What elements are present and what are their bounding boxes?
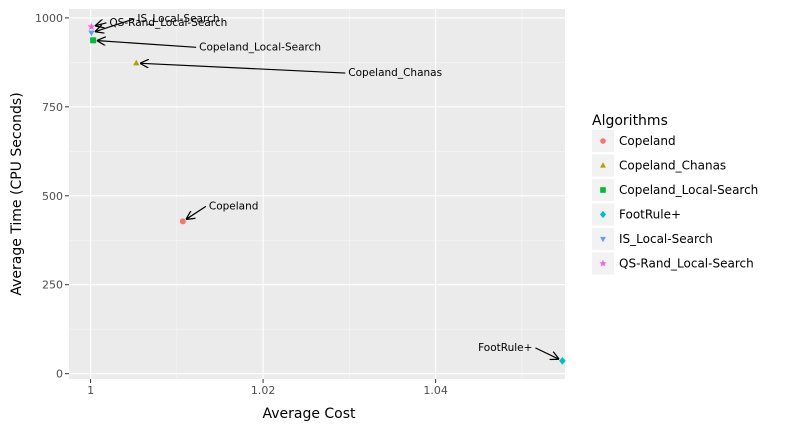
annotation-label-copeland: Copeland [209, 200, 259, 212]
plot-panel [69, 9, 565, 379]
legend-label-footrule: FootRule+ [619, 208, 681, 222]
y-axis: 0 250 500 750 1000 [35, 12, 69, 381]
y-tick-label: 0 [56, 368, 63, 381]
legend-symbol-is-local-search [600, 236, 606, 243]
y-axis-title: Average Time (CPU Seconds) [9, 92, 25, 295]
legend-title: Algorithms [592, 113, 668, 129]
y-tick-label: 1000 [35, 12, 63, 25]
legend-symbol-copeland-local-search [600, 187, 606, 193]
legend-label-qs-rand-local-search: QS-Rand_Local-Search [619, 257, 754, 271]
point-is-local-search [88, 30, 95, 37]
point-qs-rand-local-search [87, 22, 96, 31]
legend: Algorithms Copeland Copeland_Chanas Copela… [592, 113, 758, 275]
legend-label-copeland-local-search: Copeland_Local-Search [619, 183, 758, 197]
x-axis-title: Average Cost [262, 406, 356, 422]
point-footrule [559, 356, 566, 365]
annotation-arrow-footrule [535, 347, 558, 359]
annotations: Copeland Copeland_Chanas Copeland_Local-Se… [96, 13, 559, 359]
annotation-arrow-qs-rand-local-search [96, 23, 107, 26]
annotation-label-is-local-search: IS_Local-Search [137, 13, 219, 25]
annotation-label-qs-rand-local-search: QS-Rand_Local-Search [109, 17, 227, 29]
data-points [87, 22, 566, 365]
y-tick-label: 750 [42, 101, 63, 114]
annotation-label-copeland-local-search: Copeland_Local-Search [199, 41, 321, 53]
x-axis: 1 1.02 1.04 [87, 379, 448, 397]
legend-symbol-copeland [600, 138, 606, 144]
point-copeland [179, 218, 186, 225]
grid-minor [69, 9, 565, 379]
grid-major [69, 9, 565, 379]
legend-symbol-qs-rand-local-search [599, 259, 607, 267]
legend-symbol-footrule [599, 210, 607, 219]
annotation-arrow-copeland [187, 205, 207, 219]
annotation-arrow-copeland-local-search [98, 41, 197, 48]
point-copeland-local-search [90, 37, 97, 44]
annotation-arrow-is-local-search [96, 18, 135, 32]
legend-label-copeland-chanas: Copeland_Chanas [619, 159, 726, 173]
x-tick-label: 1.02 [251, 384, 276, 397]
legend-label-copeland: Copeland [619, 134, 676, 148]
y-tick-label: 250 [42, 279, 63, 292]
annotation-label-footrule: FootRule+ [478, 342, 532, 354]
legend-symbol-copeland-chanas [600, 162, 606, 168]
y-tick-label: 500 [42, 190, 63, 203]
annotation-arrow-copeland-chanas [141, 63, 346, 74]
x-tick-label: 1 [87, 384, 94, 397]
legend-label-is-local-search: IS_Local-Search [619, 232, 713, 246]
annotation-label-copeland-chanas: Copeland_Chanas [348, 67, 442, 79]
x-tick-label: 1.04 [423, 384, 448, 397]
point-copeland-chanas [133, 59, 140, 66]
